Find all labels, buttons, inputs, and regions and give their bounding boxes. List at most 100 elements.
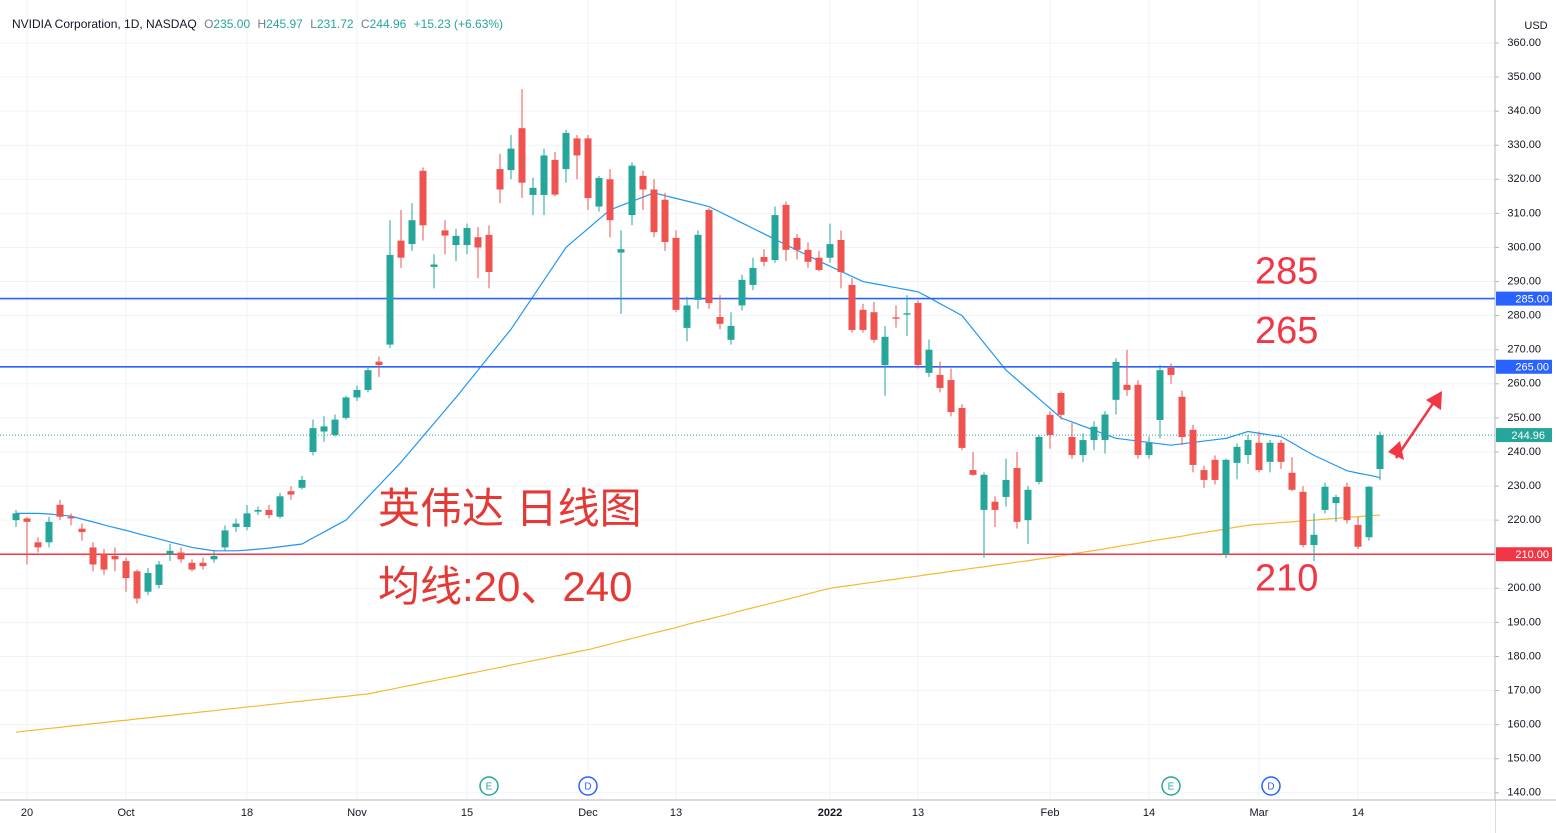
arrow-head [1426, 391, 1442, 410]
candle-body [1255, 442, 1263, 471]
candle-body [1079, 440, 1087, 456]
x-tick-label: 18 [241, 807, 253, 819]
candle-body [298, 479, 306, 488]
candle-body [1244, 440, 1252, 456]
candle-body [496, 169, 504, 190]
candle-body [771, 215, 779, 261]
y-tick-label: 320.00 [1507, 173, 1541, 185]
candle-body [1288, 472, 1296, 490]
event-marker [1161, 776, 1181, 796]
candle-body [1310, 534, 1318, 546]
candle-body [221, 530, 229, 548]
candle-body [331, 419, 339, 435]
candle-body [452, 235, 460, 246]
x-tick-label: 14 [1352, 807, 1364, 819]
candle-body [815, 257, 823, 270]
candle-body [991, 501, 999, 510]
candle-body [386, 254, 394, 345]
level-label: 265.00 [1515, 362, 1549, 374]
event-label: D [1267, 782, 1274, 793]
candle-body [859, 309, 867, 330]
candle-body [397, 240, 405, 258]
candle-body [122, 561, 130, 579]
candle-body [1156, 370, 1164, 420]
level-label-bg [1496, 291, 1552, 306]
candle-body [716, 317, 724, 324]
candle-body [793, 237, 801, 250]
candle-body [1321, 486, 1329, 510]
legend-header: NVIDIA Corporation, 1D, NASDAQ O235.00 H… [12, 17, 503, 31]
candle-body [12, 513, 20, 521]
y-tick-label: 360.00 [1507, 37, 1541, 49]
candle-body [1178, 396, 1186, 437]
y-tick-label: 300.00 [1507, 241, 1541, 253]
y-tick-label: 140.00 [1507, 787, 1541, 799]
candle-body [1002, 479, 1010, 497]
candle-body [551, 159, 559, 195]
price-unit: USD [1524, 20, 1547, 32]
candle-body [111, 555, 119, 560]
candle-body [848, 284, 856, 330]
candle-body [1222, 459, 1230, 555]
candle-body [23, 518, 31, 522]
candle-body [254, 509, 262, 512]
y-tick-label: 240.00 [1507, 446, 1541, 458]
price-axis-bg [1495, 0, 1556, 833]
y-tick-label: 350.00 [1507, 71, 1541, 83]
candle-body [1211, 459, 1219, 480]
y-tick-label: 190.00 [1507, 616, 1541, 628]
candle-body [782, 204, 790, 250]
candle-body [1299, 491, 1307, 546]
candle-body [144, 572, 152, 592]
x-tick-label: 13 [912, 807, 924, 819]
event-label: D [584, 782, 591, 793]
candle-body [67, 516, 75, 519]
candle-body [1046, 414, 1054, 435]
candle-body [892, 317, 900, 319]
last-price-bg [1496, 428, 1552, 443]
candle-body [738, 279, 746, 306]
candle-body [705, 209, 713, 304]
level-label-bg [1496, 359, 1552, 374]
candle-body [441, 230, 449, 236]
candle-body [507, 148, 515, 171]
candle-body [1189, 429, 1197, 465]
candle-body [210, 555, 218, 560]
y-tick-label: 280.00 [1507, 310, 1541, 322]
ohlc-value: 244.96 [370, 17, 407, 31]
event-label: E [1168, 782, 1175, 793]
candle-body [287, 491, 295, 495]
candle-body [1068, 436, 1076, 456]
candle-body [1090, 426, 1098, 441]
candle-body [1134, 384, 1142, 456]
y-tick-label: 250.00 [1507, 412, 1541, 424]
level-label: 285.00 [1515, 294, 1549, 306]
y-tick-label: 270.00 [1507, 344, 1541, 356]
candle-body [1013, 468, 1021, 522]
candle-body [232, 523, 240, 527]
candle-body [1057, 393, 1065, 415]
ohlc-label: L [310, 17, 317, 31]
candle-body [573, 138, 581, 156]
candle-body [1123, 384, 1131, 390]
candle-body [1354, 524, 1362, 547]
candle-body [188, 562, 196, 570]
x-tick-label: 20 [21, 807, 33, 819]
ohlc-label: C [361, 17, 370, 31]
y-tick-label: 150.00 [1507, 753, 1541, 765]
y-tick-label: 310.00 [1507, 207, 1541, 219]
candle-body [1266, 442, 1274, 462]
y-tick-label: 200.00 [1507, 582, 1541, 594]
level-annotation: 265 [1255, 310, 1318, 352]
candle-body [683, 305, 691, 328]
candle-body [342, 397, 350, 418]
candle-body [881, 336, 889, 366]
candle-body [1277, 442, 1285, 462]
event-marker [1261, 776, 1281, 796]
ohlc-value: 245.97 [266, 17, 303, 31]
candle-body [958, 408, 966, 448]
ohlc-value: 235.00 [213, 17, 250, 31]
candle-body [166, 550, 174, 555]
y-tick-label: 260.00 [1507, 378, 1541, 390]
x-tick-label: Feb [1041, 807, 1060, 819]
